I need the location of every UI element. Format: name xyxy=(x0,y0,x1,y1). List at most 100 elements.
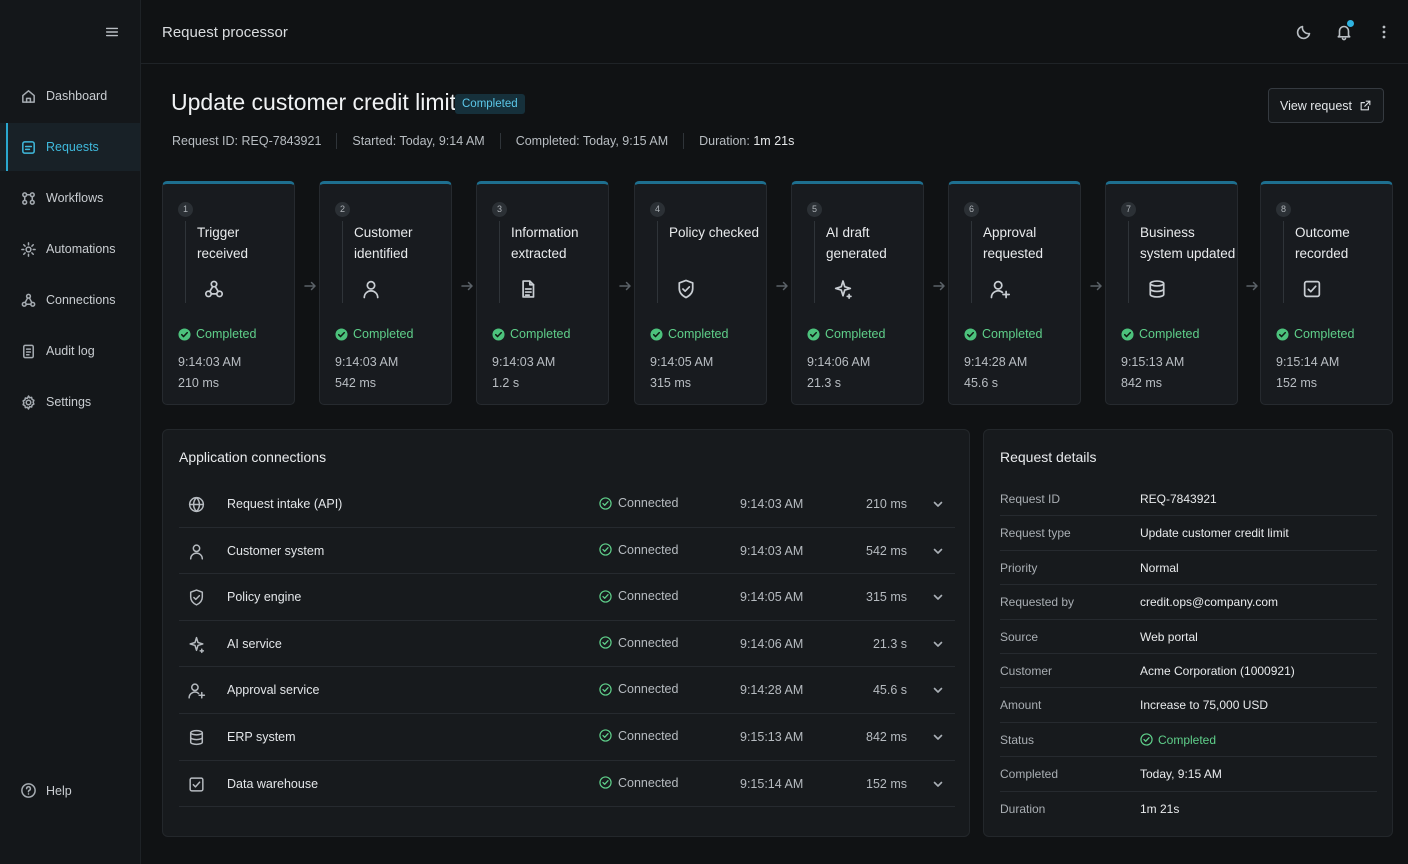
connection-duration: 45.6 s xyxy=(872,683,907,698)
user-icon xyxy=(189,544,204,560)
meta-request-id: Request ID: REQ-7843921 xyxy=(172,134,322,148)
check-circle-icon xyxy=(599,496,612,510)
check-circle-icon xyxy=(599,543,612,556)
step-title: Customer identified xyxy=(354,225,413,261)
detail-value: Completed xyxy=(1140,733,1216,747)
step-time: 9:14:06 AM xyxy=(807,355,871,369)
step-card[interactable]: 7 Business system updated Completed 9:15:13… xyxy=(1105,181,1238,405)
gear-icon xyxy=(21,241,36,257)
sidebar-item-settings[interactable]: Settings xyxy=(0,378,140,426)
help-link[interactable]: Help xyxy=(20,782,72,799)
sidebar-item-automations[interactable]: Automations xyxy=(0,225,140,273)
step-status: Completed xyxy=(492,327,570,341)
kebab-icon xyxy=(1382,25,1386,39)
connections-icon xyxy=(21,293,36,307)
step-duration: 45.6 s xyxy=(964,376,999,390)
sidebar-item-dashboard[interactable]: Dashboard xyxy=(0,72,140,120)
request-meta: Request ID: REQ-7843921 Started: Today, … xyxy=(172,133,794,149)
connection-status: Connected xyxy=(599,729,678,743)
chevron-down-icon[interactable] xyxy=(931,777,945,791)
connection-status: Connected xyxy=(599,776,678,790)
home-icon xyxy=(22,89,35,103)
step-title: Outcome recorded xyxy=(1295,225,1350,261)
app-title: Request processor xyxy=(162,24,288,41)
meta-completed: Completed: Today, 9:15 AM xyxy=(515,134,669,148)
connection-row[interactable]: AI service Connected 9:14:06 AM 21.3 s xyxy=(179,621,955,668)
connection-status: Connected xyxy=(599,496,678,510)
step-card[interactable]: 3 Information extracted Completed 9:14:03 A… xyxy=(476,181,609,405)
check-circle-icon xyxy=(650,327,663,341)
connection-name: Policy engine xyxy=(227,590,302,605)
chevron-down-icon[interactable] xyxy=(931,590,945,604)
step-status: Completed xyxy=(807,327,885,341)
step-number: 4 xyxy=(650,202,665,217)
workflow-steps: 1 Trigger received Completed 9:14:03 AM 210 … xyxy=(162,181,1394,406)
arrow-right-icon xyxy=(1089,279,1103,293)
chevron-down-icon[interactable] xyxy=(931,544,945,558)
more-options-button[interactable] xyxy=(1374,22,1394,42)
notification-dot xyxy=(1347,20,1354,27)
step-title: Approval requested xyxy=(983,225,1044,261)
detail-row: Duration 1m 21s xyxy=(1000,792,1377,826)
sparkle-icon xyxy=(834,280,852,300)
sparkle-icon xyxy=(189,636,205,653)
check-circle-icon xyxy=(1140,733,1153,746)
connection-duration: 542 ms xyxy=(866,543,907,558)
moon-icon xyxy=(1296,25,1311,40)
arrow-right-icon xyxy=(460,279,474,293)
chevron-down-icon[interactable] xyxy=(931,497,945,511)
step-card[interactable]: 6 Approval requested Completed 9:14:28 AM 45… xyxy=(948,181,1081,405)
connection-time: 9:14:06 AM xyxy=(740,636,804,651)
connection-row[interactable]: Approval service Connected 9:14:28 AM 45.6 … xyxy=(179,667,955,714)
connection-name: Approval service xyxy=(227,683,320,698)
connection-row[interactable]: Policy engine Connected 9:14:05 AM 315 ms xyxy=(179,574,955,621)
user-icon xyxy=(363,280,379,299)
step-status: Completed xyxy=(964,327,1042,341)
step-time: 9:14:03 AM xyxy=(335,355,399,369)
arrow-right-icon xyxy=(775,279,789,293)
user-plus-icon xyxy=(188,683,206,700)
connection-name: Request intake (API) xyxy=(227,497,343,511)
detail-row: Completed Today, 9:15 AM xyxy=(1000,757,1377,792)
hamburger-menu-icon[interactable] xyxy=(104,24,120,40)
step-duration: 842 ms xyxy=(1121,376,1162,390)
view-request-button[interactable]: View request xyxy=(1268,88,1384,123)
connection-status: Connected xyxy=(599,589,678,603)
sidebar-item-label: Connections xyxy=(46,293,116,307)
detail-key: Completed xyxy=(1000,767,1059,782)
step-status: Completed xyxy=(335,327,413,341)
connections-list: Request intake (API) Connected 9:14:03 AM 2… xyxy=(179,481,955,808)
connection-row[interactable]: Customer system Connected 9:14:03 AM 542 ms xyxy=(179,528,955,575)
step-number: 2 xyxy=(335,202,350,217)
sidebar-item-workflows[interactable]: Workflows xyxy=(0,174,140,222)
chevron-down-icon[interactable] xyxy=(931,637,945,651)
check-circle-icon xyxy=(599,729,612,743)
step-card[interactable]: 5 AI draft generated Completed 9:14:06 AM 21… xyxy=(791,181,924,405)
notifications-button[interactable] xyxy=(1334,20,1354,42)
step-card[interactable]: 4 Policy checked Completed 9:14:05 AM 315 ms xyxy=(634,181,767,405)
sidebar-item-connections[interactable]: Connections xyxy=(0,276,140,324)
user-plus-icon xyxy=(990,280,1011,299)
theme-toggle-button[interactable] xyxy=(1294,22,1314,42)
connection-time: 9:15:13 AM xyxy=(740,729,804,744)
connection-duration: 152 ms xyxy=(866,776,907,791)
connections-title: Application connections xyxy=(179,449,327,465)
step-number: 3 xyxy=(492,202,507,217)
chevron-down-icon[interactable] xyxy=(931,730,945,744)
step-number: 8 xyxy=(1276,202,1291,217)
connection-row[interactable]: Request intake (API) Connected 9:14:03 AM 2… xyxy=(179,481,955,528)
inbox-icon xyxy=(22,140,35,154)
step-card[interactable]: 8 Outcome recorded Completed 9:15:14 AM 152 … xyxy=(1260,181,1393,405)
connection-row[interactable]: Data warehouse Connected 9:15:14 AM 152 ms xyxy=(179,761,955,808)
step-card[interactable]: 1 Trigger received Completed 9:14:03 AM 210 … xyxy=(162,181,295,405)
sidebar-nav: Dashboard Requests Workflows Automations Con… xyxy=(0,72,140,429)
connection-row[interactable]: ERP system Connected 9:15:13 AM 842 ms xyxy=(179,714,955,761)
step-card[interactable]: 2 Customer identified Completed 9:14:03 AM 5… xyxy=(319,181,452,405)
chevron-down-icon[interactable] xyxy=(931,683,945,697)
detail-row: Requested by credit.ops@company.com xyxy=(1000,585,1377,620)
connection-name: AI service xyxy=(227,636,282,651)
sidebar-item-audit-log[interactable]: Audit log xyxy=(0,327,140,375)
file-text-icon xyxy=(522,280,535,298)
detail-value: REQ-7843921 xyxy=(1140,492,1217,506)
sidebar-item-requests[interactable]: Requests xyxy=(0,123,140,171)
